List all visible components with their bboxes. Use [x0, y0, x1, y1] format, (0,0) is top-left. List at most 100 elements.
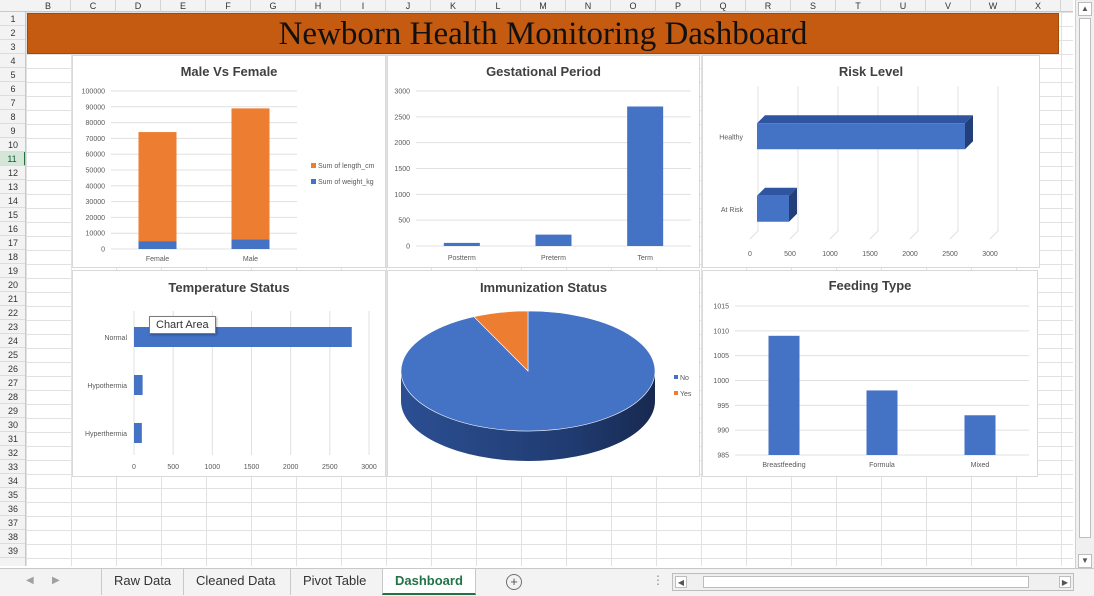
column-header-cell[interactable]: J	[386, 0, 431, 12]
row-header-cell[interactable]: 28	[0, 390, 25, 404]
column-header-cell[interactable]: T	[836, 0, 881, 12]
sheet-tab-raw-data[interactable]: Raw Data	[101, 569, 183, 595]
column-header-cell[interactable]: E	[161, 0, 206, 12]
column-header-cell[interactable]: X	[1016, 0, 1061, 12]
row-header-cell[interactable]: 19	[0, 264, 25, 278]
row-header-cell[interactable]: 4	[0, 54, 25, 68]
sheet-tab-dashboard[interactable]: Dashboard	[382, 569, 476, 595]
column-header-cell[interactable]: W	[971, 0, 1016, 12]
row-header-cell[interactable]: 10	[0, 138, 25, 152]
column-header-cell[interactable]: H	[296, 0, 341, 12]
horizontal-scrollbar[interactable]: ◀ ▶	[672, 573, 1074, 591]
y-tick-label: 1000	[713, 378, 729, 385]
row-header-cell[interactable]: 26	[0, 362, 25, 376]
column-header-cell[interactable]: S	[791, 0, 836, 12]
horizontal-scroll-thumb[interactable]	[703, 576, 1029, 588]
more-options-icon[interactable]: ⋮	[652, 573, 664, 587]
vertical-scroll-thumb[interactable]	[1079, 18, 1091, 538]
column-header-cell[interactable]: O	[611, 0, 656, 12]
row-header-cell[interactable]: 23	[0, 320, 25, 334]
row-header-cell[interactable]: 3	[0, 40, 25, 54]
row-header-cell[interactable]: 6	[0, 82, 25, 96]
row-header-cell[interactable]: 38	[0, 530, 25, 544]
vertical-scrollbar[interactable]: ▲ ▼	[1075, 0, 1094, 570]
chart-plot: 985 990 995 1000 1005 1010 1015 Breastfeeding Fo…	[713, 304, 1029, 469]
row-header-cell[interactable]: 11	[0, 152, 25, 166]
column-header-cell[interactable]: R	[746, 0, 791, 12]
row-header-cell[interactable]: 12	[0, 166, 25, 180]
column-header-cell[interactable]: I	[341, 0, 386, 12]
row-header-cell[interactable]: 15	[0, 208, 25, 222]
plus-circle-icon[interactable]: +	[506, 574, 522, 590]
row-header-cell[interactable]: 13	[0, 180, 25, 194]
bar	[134, 375, 143, 395]
legend-label: Sum of weight_kg	[318, 179, 374, 186]
chart-feeding-type[interactable]: Feeding Type 985 990 995 1000 1005 1010 1015 Br…	[702, 270, 1038, 477]
bar	[757, 123, 965, 150]
column-header-cell[interactable]: K	[431, 0, 476, 12]
row-header-cell[interactable]: 39	[0, 544, 25, 558]
column-header-cell[interactable]: F	[206, 0, 251, 12]
column-header-cell[interactable]: P	[656, 0, 701, 12]
scroll-down-icon[interactable]: ▼	[1078, 554, 1092, 568]
row-header-cell[interactable]: 16	[0, 222, 25, 236]
row-header-cell[interactable]: 14	[0, 194, 25, 208]
x-tick-label: Formula	[869, 462, 895, 469]
row-header-cell[interactable]: 7	[0, 96, 25, 110]
gridline	[789, 230, 799, 240]
bar	[134, 423, 142, 443]
row-header-cell[interactable]: 9	[0, 124, 25, 138]
sheet-tab-cleaned-data[interactable]: Cleaned Data	[183, 569, 288, 595]
row-header-cell[interactable]: 36	[0, 502, 25, 516]
chart-risk-level[interactable]: Risk Level 0 500 1000 1500 2000 2500 3000 Healt…	[702, 55, 1040, 268]
column-header-cell[interactable]: B	[26, 0, 71, 12]
row-header-cell[interactable]: 20	[0, 278, 25, 292]
row-header-cell[interactable]: 17	[0, 236, 25, 250]
row-header-cell[interactable]: 18	[0, 250, 25, 264]
x-tick-label: 2000	[902, 251, 918, 258]
row-header-cell[interactable]: 5	[0, 68, 25, 82]
triangle-right-icon[interactable]: ▶	[1059, 576, 1071, 588]
gridline	[749, 230, 759, 240]
column-header-cell[interactable]: N	[566, 0, 611, 12]
row-header-cell[interactable]: 32	[0, 446, 25, 460]
column-header-cell[interactable]: Q	[701, 0, 746, 12]
x-tick-label: 500	[784, 251, 796, 258]
triangle-left-icon[interactable]: ◀	[675, 576, 687, 588]
column-header-cell[interactable]: G	[251, 0, 296, 12]
row-header-cell[interactable]: 8	[0, 110, 25, 124]
chart-temperature-status[interactable]: Temperature Status 0 500 1000 1500 2000 2500 3…	[72, 270, 386, 477]
scroll-up-icon[interactable]: ▲	[1078, 2, 1092, 16]
row-header-cell[interactable]: 37	[0, 516, 25, 530]
bar-side-face	[789, 187, 797, 222]
column-header-cell[interactable]: M	[521, 0, 566, 12]
sheet-tab-pivot-table[interactable]: Pivot Table	[290, 569, 378, 595]
row-header-cell[interactable]: 2	[0, 26, 25, 40]
y-tick-label: 3000	[394, 89, 410, 96]
row-header-cell[interactable]: 1	[0, 12, 25, 26]
column-header-cell[interactable]: U	[881, 0, 926, 12]
row-header-cell[interactable]: 33	[0, 460, 25, 474]
row-header-cell[interactable]: 25	[0, 348, 25, 362]
x-tick-label: 500	[167, 464, 179, 471]
column-header-cell[interactable]: C	[71, 0, 116, 12]
column-header-cell[interactable]: D	[116, 0, 161, 12]
row-header-cell[interactable]: 21	[0, 292, 25, 306]
chart-immunization-status[interactable]: Immunization Status No Yes	[387, 270, 700, 477]
column-header-cell[interactable]: L	[476, 0, 521, 12]
row-header-cell[interactable]: 35	[0, 488, 25, 502]
y-tick-label: 0	[101, 247, 105, 254]
y-tick-label: 40000	[86, 183, 106, 190]
chart-gestational-period[interactable]: Gestational Period 0 500 1000 1500 2000 2500 3…	[387, 55, 700, 268]
next-sheet-icon[interactable]: ▶	[52, 575, 60, 586]
chart-male-vs-female[interactable]: Male Vs Female 0 10000 20000 30000 40000 5000…	[72, 55, 386, 268]
row-header-cell[interactable]: 34	[0, 474, 25, 488]
row-header-cell[interactable]: 30	[0, 418, 25, 432]
column-header-cell[interactable]: V	[926, 0, 971, 12]
row-header-cell[interactable]: 29	[0, 404, 25, 418]
row-header-cell[interactable]: 27	[0, 376, 25, 390]
row-header-cell[interactable]: 31	[0, 432, 25, 446]
row-header-cell[interactable]: 24	[0, 334, 25, 348]
row-header-cell[interactable]: 22	[0, 306, 25, 320]
prev-sheet-icon[interactable]: ◀	[26, 575, 34, 586]
